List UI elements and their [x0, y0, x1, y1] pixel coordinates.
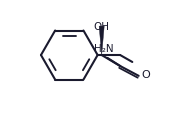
Text: H₂N: H₂N — [94, 44, 114, 54]
Text: O: O — [141, 70, 150, 80]
Polygon shape — [99, 26, 104, 55]
Text: OH: OH — [94, 22, 110, 32]
